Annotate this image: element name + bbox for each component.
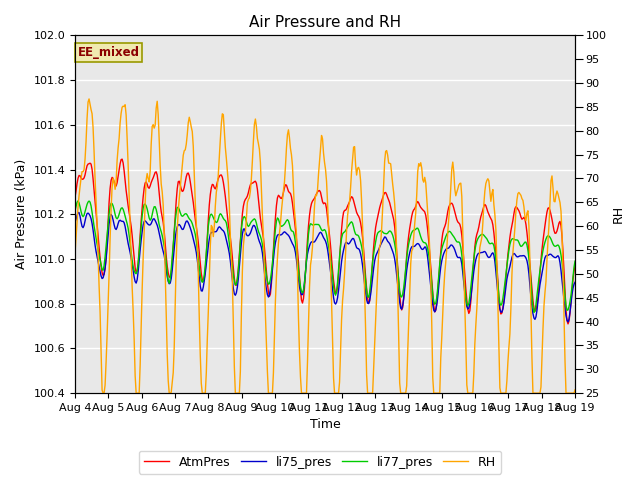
X-axis label: Time: Time	[310, 419, 340, 432]
li75_pres	[74, 210, 82, 216]
RH	[310, 203, 318, 209]
AtmPres	[313, 191, 321, 197]
li75_pres	[560, 297, 568, 303]
li77_pres	[370, 251, 378, 257]
li77_pres	[571, 258, 579, 264]
li77_pres	[482, 235, 490, 240]
li75_pres	[310, 240, 317, 245]
AtmPres	[71, 194, 79, 200]
RH	[99, 390, 107, 396]
Line: RH: RH	[75, 99, 575, 393]
li77_pres	[530, 310, 538, 315]
li75_pres	[313, 236, 321, 241]
RH	[71, 250, 79, 256]
AtmPres	[560, 269, 568, 275]
RH	[344, 213, 351, 218]
RH	[571, 387, 579, 393]
li75_pres	[564, 319, 572, 325]
li77_pres	[313, 222, 321, 228]
AtmPres	[310, 197, 317, 203]
Title: Air Pressure and RH: Air Pressure and RH	[249, 15, 401, 30]
AtmPres	[370, 244, 378, 250]
li77_pres	[561, 293, 569, 299]
Y-axis label: RH: RH	[612, 205, 625, 223]
AtmPres	[564, 321, 572, 327]
Line: AtmPres: AtmPres	[75, 159, 575, 324]
Text: EE_mixed: EE_mixed	[77, 46, 140, 59]
Line: li75_pres: li75_pres	[75, 213, 575, 322]
RH	[483, 178, 491, 183]
AtmPres	[482, 203, 490, 208]
RH	[561, 358, 569, 364]
RH	[371, 340, 378, 346]
AtmPres	[118, 156, 126, 162]
li77_pres	[310, 222, 317, 228]
Y-axis label: Air Pressure (kPa): Air Pressure (kPa)	[15, 159, 28, 269]
RH	[85, 96, 93, 102]
li75_pres	[571, 279, 579, 285]
li77_pres	[343, 226, 351, 232]
li75_pres	[482, 250, 490, 256]
li77_pres	[74, 198, 82, 204]
AtmPres	[343, 206, 351, 212]
li75_pres	[370, 265, 378, 271]
AtmPres	[571, 264, 579, 270]
li75_pres	[71, 219, 79, 225]
RH	[314, 187, 321, 193]
Line: li77_pres: li77_pres	[75, 201, 575, 312]
Legend: AtmPres, li75_pres, li77_pres, RH: AtmPres, li75_pres, li77_pres, RH	[139, 451, 501, 474]
li75_pres	[343, 240, 351, 245]
li77_pres	[71, 208, 79, 214]
